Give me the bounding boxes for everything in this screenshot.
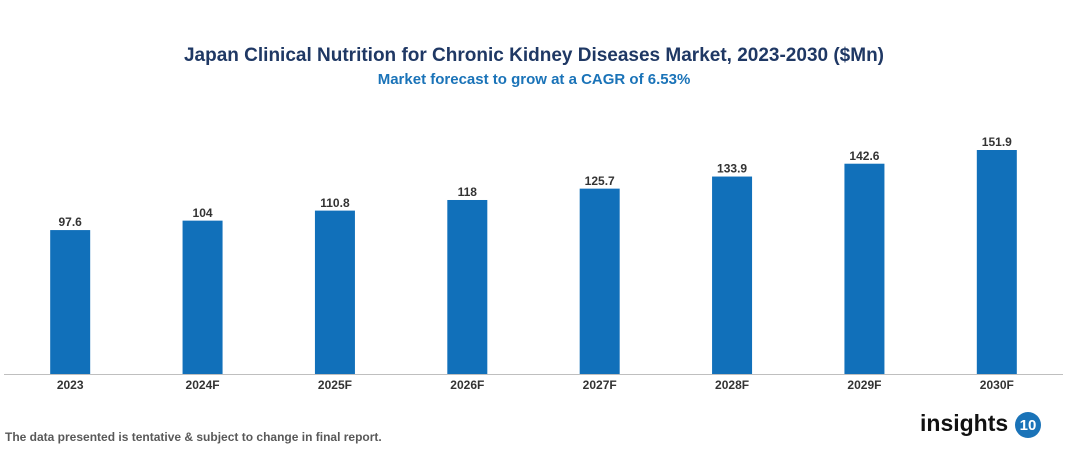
bar <box>50 230 91 374</box>
value-label: 97.6 <box>59 215 83 229</box>
bar <box>182 220 223 374</box>
x-tick-label: 2025F <box>318 378 352 392</box>
x-tick-label: 2028F <box>715 378 749 392</box>
bar <box>712 176 753 374</box>
x-tick-label: 2026F <box>450 378 484 392</box>
x-tick-label: 2029F <box>847 378 881 392</box>
x-tick-label: 2030F <box>980 378 1014 392</box>
bar <box>447 199 488 374</box>
x-tick-label: 2027F <box>583 378 617 392</box>
bar <box>314 210 355 374</box>
brand-name: insights <box>920 410 1008 436</box>
bar <box>579 188 620 374</box>
bar <box>976 150 1017 374</box>
x-tick-label: 2024F <box>186 378 220 392</box>
chart-subtitle: Market forecast to grow at a CAGR of 6.5… <box>378 71 691 88</box>
value-label: 110.8 <box>320 196 350 210</box>
value-label: 104 <box>193 206 213 220</box>
chart-title: Japan Clinical Nutrition for Chronic Kid… <box>184 45 884 66</box>
brand-badge: 10 <box>1020 417 1037 434</box>
value-label: 133.9 <box>717 162 747 176</box>
value-label: 142.6 <box>849 149 879 163</box>
value-label: 118 <box>458 185 478 199</box>
value-label: 125.7 <box>585 174 615 188</box>
brand-badge-circle <box>1015 412 1041 438</box>
footnote: The data presented is tentative & subjec… <box>5 430 382 444</box>
value-label: 151.9 <box>982 135 1012 149</box>
bar <box>844 163 885 374</box>
x-tick-label: 2023 <box>57 378 84 392</box>
